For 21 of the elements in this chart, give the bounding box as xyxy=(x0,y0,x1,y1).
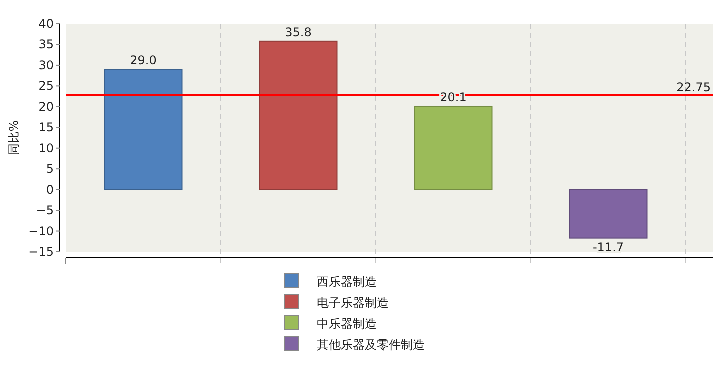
y-tick-label: 10 xyxy=(38,141,54,156)
y-tick-label: 15 xyxy=(38,120,54,135)
legend-label: 电子乐器制造 xyxy=(317,296,389,310)
legend-label: 西乐器制造 xyxy=(317,275,377,289)
y-tick-label: 30 xyxy=(38,58,54,72)
data-label: 35.8 xyxy=(285,25,312,40)
y-tick-label: 35 xyxy=(38,38,54,52)
y-tick-label: −10 xyxy=(28,224,54,238)
data-label: 29.0 xyxy=(130,54,157,68)
legend-label: 中乐器制造 xyxy=(317,317,377,331)
y-axis-title: 同比% xyxy=(7,120,21,156)
y-tick-label: 40 xyxy=(38,17,54,31)
data-label: -11.7 xyxy=(592,240,624,254)
y-tick-label: 25 xyxy=(38,79,54,94)
y-tick-label: 0 xyxy=(46,182,54,197)
y-tick-label: 20 xyxy=(38,100,54,114)
ref-line-label: 22.75 xyxy=(676,80,711,95)
y-tick-label: 5 xyxy=(46,162,54,176)
y-tick-label: −5 xyxy=(36,204,54,218)
y-tick-label: −15 xyxy=(28,245,54,259)
legend-label: 其他乐器及零件制造 xyxy=(317,338,425,352)
